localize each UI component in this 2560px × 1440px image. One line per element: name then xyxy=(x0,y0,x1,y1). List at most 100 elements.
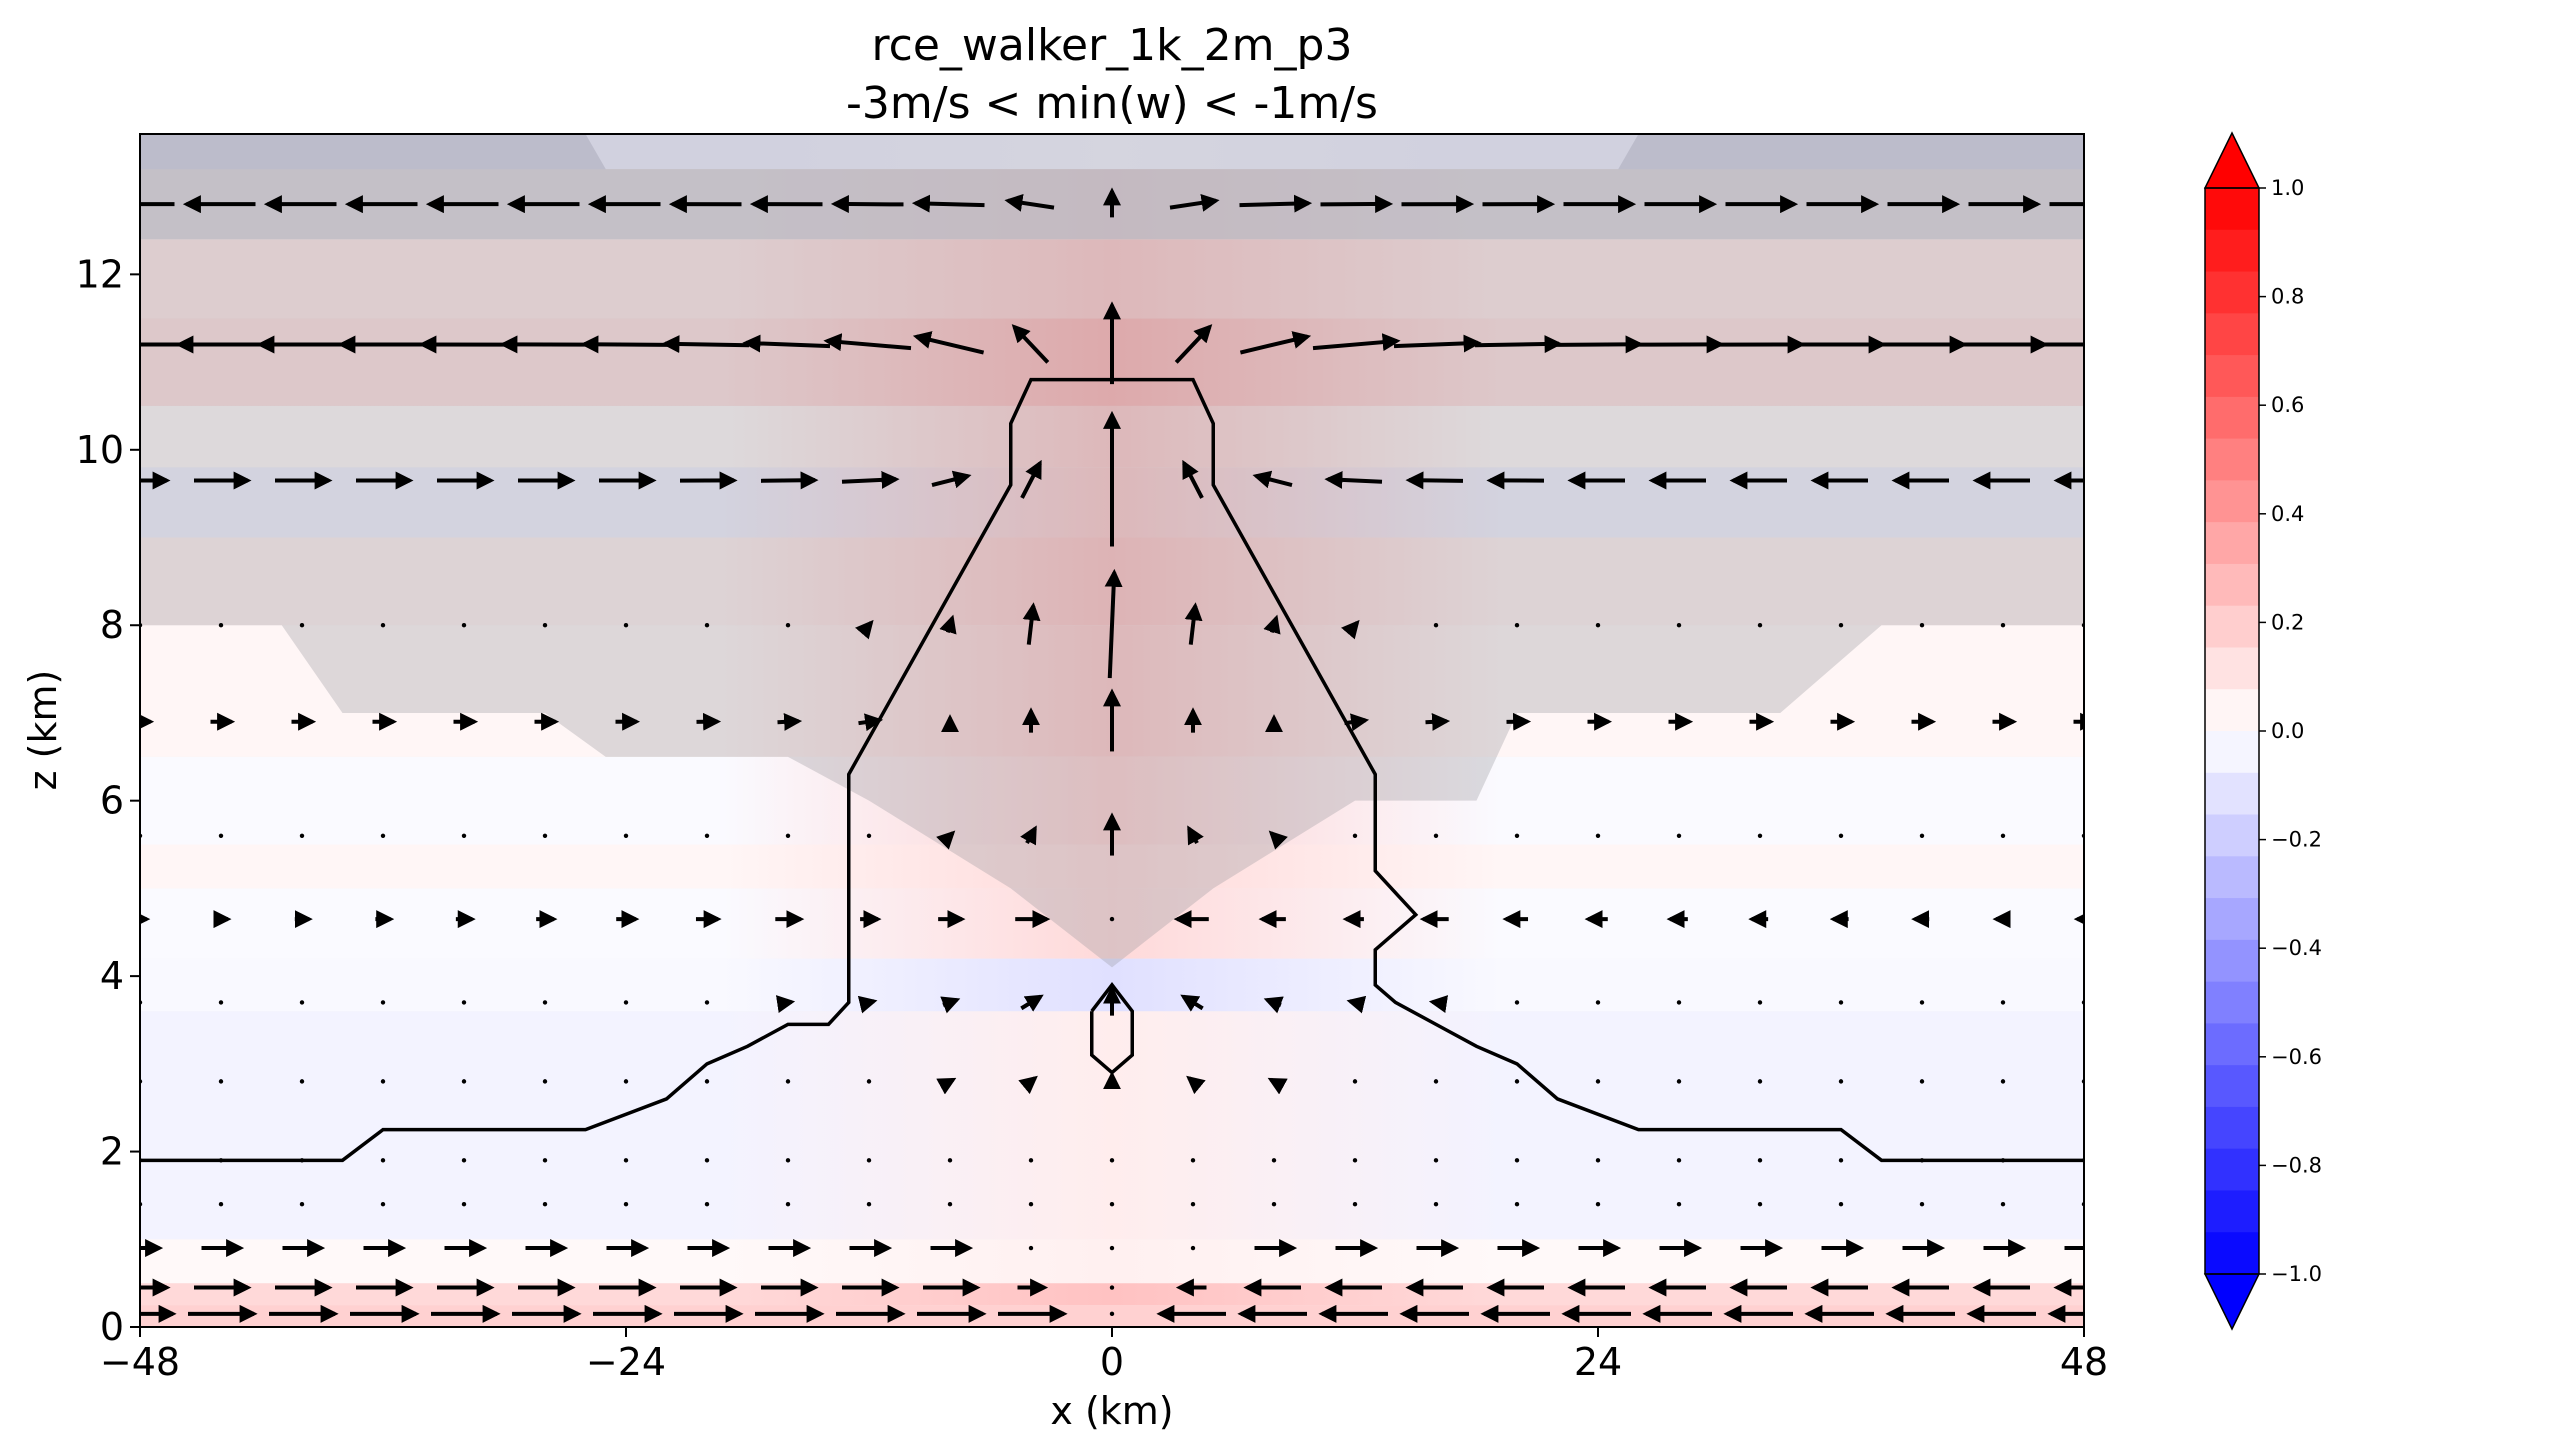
wind-vector xyxy=(1104,568,1123,679)
colorbar-segment xyxy=(2205,1148,2259,1192)
wind-vector xyxy=(1239,194,1313,213)
wind-vector xyxy=(1595,1158,1601,1163)
wind-vector xyxy=(218,1201,224,1207)
wind-vector xyxy=(1405,471,1464,490)
wind-vector xyxy=(1514,1201,1520,1207)
wind-vector xyxy=(1109,1245,1115,1251)
x-tick-label: 24 xyxy=(1574,1340,1622,1384)
wind-vector xyxy=(1109,1158,1115,1163)
wind-vector xyxy=(1676,1000,1682,1005)
wind-vector xyxy=(380,1079,386,1084)
wind-vector xyxy=(1757,1079,1763,1084)
wind-vector xyxy=(855,619,874,640)
wind-vector xyxy=(1514,623,1520,628)
colorbar-segment xyxy=(2205,480,2259,523)
wind-vector xyxy=(1271,1158,1277,1163)
wind-vector xyxy=(542,1158,548,1163)
wind-vector xyxy=(1028,1245,1034,1251)
wind-vector xyxy=(1919,1000,1925,1005)
colorbar-segment xyxy=(2205,814,2259,857)
wind-vector xyxy=(1555,335,1644,354)
x-axis-label: x (km) xyxy=(1050,1389,1173,1433)
wind-vector xyxy=(940,996,961,1014)
wind-vector xyxy=(1268,830,1288,850)
colorbar-tick-label: 0.8 xyxy=(2271,285,2304,309)
wind-vector xyxy=(218,1079,224,1084)
wind-vector xyxy=(704,1079,710,1084)
wind-vector xyxy=(2000,1158,2006,1163)
wind-vector xyxy=(947,1201,953,1207)
wind-vector xyxy=(1020,459,1042,499)
wind-vector xyxy=(1344,713,1370,732)
colorbar-segment xyxy=(2205,939,2259,983)
wind-vector xyxy=(1425,712,1451,731)
colorbar-tick-label: 0.0 xyxy=(2271,719,2304,743)
cloud-contour-lines xyxy=(140,377,2084,1163)
colorbar-segment xyxy=(2205,396,2259,440)
wind-vector xyxy=(947,1158,953,1163)
wind-vector xyxy=(2000,623,2006,628)
wind-vector xyxy=(1919,1079,1925,1084)
wind-vector xyxy=(1004,193,1055,212)
wind-vector xyxy=(1676,623,1682,628)
wind-vector xyxy=(1018,1075,1038,1095)
colorbar-segment xyxy=(2205,605,2259,649)
wind-vector xyxy=(461,623,467,628)
wind-vector xyxy=(866,833,872,838)
wind-vector xyxy=(1919,1158,1925,1163)
wind-vector xyxy=(380,833,386,838)
wind-vector xyxy=(1595,833,1601,838)
y-axis-label: z (km) xyxy=(21,670,65,791)
wind-vector xyxy=(1838,623,1844,628)
wind-vector xyxy=(2000,833,2006,838)
wind-vector xyxy=(1514,1079,1520,1084)
wind-vector xyxy=(1324,470,1383,489)
wind-vector xyxy=(218,1000,224,1005)
wind-vector xyxy=(1838,1158,1844,1163)
wind-vector xyxy=(1312,333,1401,352)
y-tick-label: 10 xyxy=(76,428,124,472)
colorbar-segment xyxy=(2205,772,2259,816)
colorbar-segment xyxy=(2205,647,2259,690)
wind-vector xyxy=(760,471,819,490)
wind-vector xyxy=(1757,1158,1763,1163)
contour-line-main xyxy=(140,377,2084,1163)
colorbar-segment xyxy=(2205,856,2259,899)
wind-vector xyxy=(857,995,878,1014)
wind-vector xyxy=(2000,1201,2006,1207)
wind-vector xyxy=(1514,1158,1520,1163)
wind-vector xyxy=(936,830,956,850)
colorbar-tick-label: 0.4 xyxy=(2271,502,2304,526)
y-tick-label: 6 xyxy=(100,779,124,823)
contour-band xyxy=(140,134,2084,170)
wind-vector xyxy=(1433,1079,1439,1084)
y-tick-label: 12 xyxy=(76,252,124,296)
wind-vector xyxy=(461,1000,467,1005)
wind-vector xyxy=(299,1000,305,1005)
colorbar-segment xyxy=(2205,731,2259,774)
wind-vector xyxy=(785,1201,791,1207)
colorbar-segment xyxy=(2205,229,2259,273)
wind-vector xyxy=(785,623,791,628)
wind-vector xyxy=(911,194,985,213)
colorbar-segment xyxy=(2205,355,2259,398)
wind-vector xyxy=(1020,994,1044,1012)
x-axis: −48 −24 0 24 48 xyxy=(100,1327,2108,1384)
wind-vector xyxy=(1252,470,1293,489)
wind-vector xyxy=(1595,1079,1601,1084)
wind-vector xyxy=(299,1079,305,1084)
wind-vector xyxy=(1184,602,1203,645)
wind-vector xyxy=(2000,1079,2006,1084)
wind-vector xyxy=(1838,1201,1844,1207)
colorbar-segment xyxy=(2205,1232,2259,1275)
wind-vector xyxy=(1919,1201,1925,1207)
wind-vector xyxy=(866,1079,872,1084)
wind-vector xyxy=(661,335,750,354)
wind-vector xyxy=(299,833,305,838)
wind-vector xyxy=(623,1079,629,1084)
colorbar-tick-label: 0.6 xyxy=(2271,393,2304,417)
wind-vector xyxy=(939,614,957,635)
wind-vector xyxy=(461,1201,467,1207)
x-tick-label: 0 xyxy=(1100,1340,1124,1384)
wind-vector xyxy=(1433,1158,1439,1163)
